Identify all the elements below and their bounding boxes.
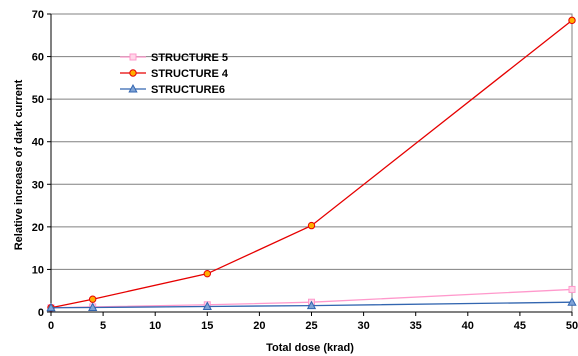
series-line	[50, 19, 573, 309]
gridlines	[51, 13, 572, 270]
data-point	[567, 297, 577, 306]
legend-label: STRUCTURE6	[151, 84, 225, 96]
y-tick-label: 50	[32, 94, 44, 106]
data-point	[568, 285, 576, 293]
y-tick-label: 40	[32, 137, 44, 149]
y-tick-label: 60	[32, 52, 44, 64]
x-tick-label: 5	[100, 320, 106, 332]
x-tick-label: 25	[305, 320, 317, 332]
x-tick-label: 20	[253, 320, 265, 332]
x-tick-label: 35	[410, 320, 422, 332]
x-tick-label: 40	[462, 320, 474, 332]
legend-item: STRUCTURE6	[120, 83, 225, 96]
y-tick-label: 10	[32, 264, 44, 276]
y-tick-label: 30	[32, 179, 44, 191]
x-tick-label: 30	[357, 320, 369, 332]
x-tick-label: 0	[48, 320, 54, 332]
axes	[47, 13, 573, 316]
x-tick-label: 45	[514, 320, 526, 332]
x-tick-label: 50	[566, 320, 578, 332]
y-tick-label: 20	[32, 222, 44, 234]
legend-label: STRUCTURE 5	[151, 52, 228, 64]
data-point	[88, 302, 98, 312]
legend-label: STRUCTURE 4	[151, 68, 229, 80]
x-axis-title: Total dose (krad)	[266, 342, 354, 354]
y-tick-label: 70	[32, 9, 44, 21]
y-axis-title: Relative increase of dark current	[13, 79, 25, 250]
x-tick-label: 15	[201, 320, 213, 332]
data-point	[307, 221, 316, 230]
data-point	[202, 301, 212, 310]
series-3	[46, 297, 577, 312]
series-group	[46, 16, 577, 312]
data-point	[88, 295, 97, 303]
tick-labels: 0 10 20 30 40 50 60 70 0 5 10 15 20 25 30 35 40 45 50	[32, 9, 578, 332]
plot-area-frame	[50, 13, 573, 313]
legend-marker	[128, 83, 138, 93]
data-point	[568, 16, 576, 25]
data-point	[203, 269, 212, 278]
legend-marker	[129, 53, 137, 61]
legend-marker	[129, 69, 137, 77]
data-point	[306, 300, 317, 310]
legend-item: STRUCTURE 5	[120, 52, 228, 64]
series-2	[47, 16, 576, 312]
x-tick-label: 10	[149, 320, 161, 332]
y-tick-label: 0	[38, 307, 44, 319]
legend-item: STRUCTURE 4	[120, 68, 229, 80]
data-point	[46, 302, 56, 312]
legend: STRUCTURE 5 STRUCTURE 4 STRUCTURE6	[120, 52, 229, 96]
